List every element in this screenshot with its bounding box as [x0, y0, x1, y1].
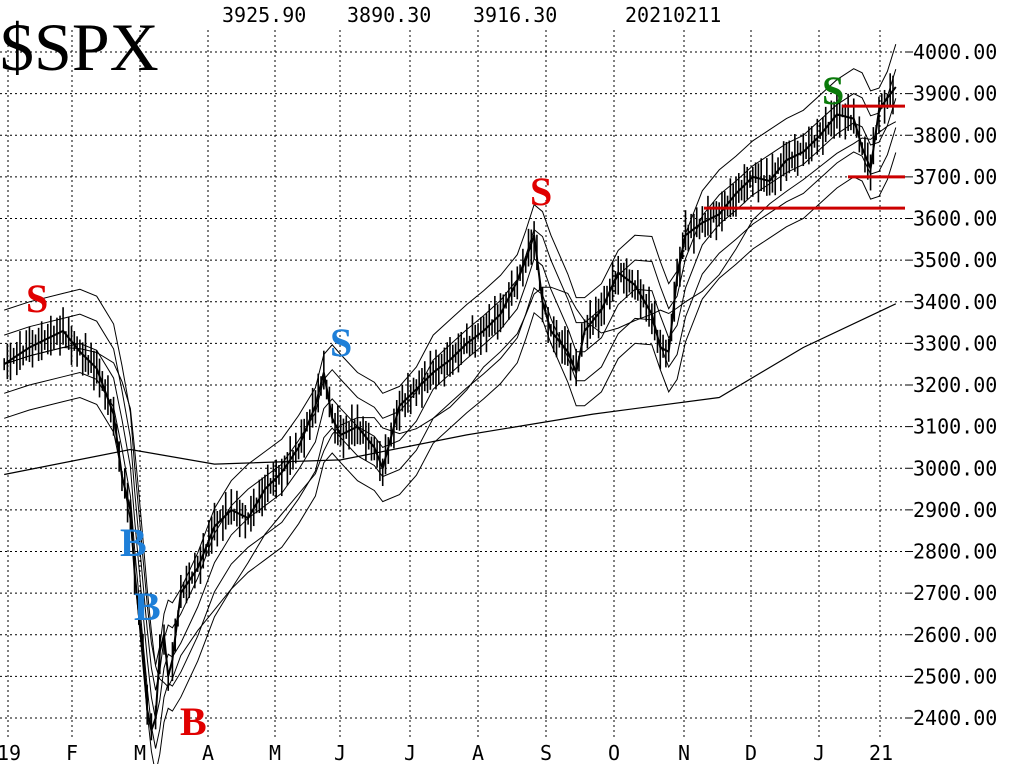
header-close: 3916.30 — [473, 3, 557, 27]
x-tick-label: D — [745, 741, 757, 764]
y-tick-label: 3900.00 — [913, 82, 997, 106]
signal-label: S — [330, 320, 352, 365]
price-bars — [3, 73, 897, 741]
signal-label: B — [134, 584, 161, 629]
signal-label: S — [822, 68, 844, 113]
bollinger-band-line — [4, 69, 897, 691]
x-axis-labels: 19 F M A M J J A S O N D J 21 — [0, 741, 893, 764]
x-tick-label: 19 — [0, 741, 21, 764]
y-tick-label: 4000.00 — [913, 40, 997, 64]
bollinger-bands — [4, 44, 897, 764]
y-tick-label: 2400.00 — [913, 706, 997, 730]
ma-long-line — [4, 121, 897, 688]
y-tick-label: 3100.00 — [913, 415, 997, 439]
y-tick-label: 2600.00 — [913, 623, 997, 647]
chart-symbol-title: $SPX — [0, 9, 159, 85]
y-tick-label: 2900.00 — [913, 498, 997, 522]
signal-label: S — [530, 169, 552, 214]
y-tick-label: 3200.00 — [913, 373, 997, 397]
x-tick-label: M — [269, 741, 281, 764]
x-tick-label: J — [813, 741, 825, 764]
ma-200-line — [4, 303, 897, 476]
bollinger-band-line — [4, 152, 897, 764]
y-tick-label: 3600.00 — [913, 207, 997, 231]
y-tick-label: 2500.00 — [913, 664, 997, 688]
header-low: 3890.30 — [347, 3, 431, 27]
x-tick-label: 21 — [869, 741, 893, 764]
y-tick-label: 2700.00 — [913, 581, 997, 605]
y-tick-label: 3700.00 — [913, 165, 997, 189]
header-high: 3925.90 — [222, 3, 306, 27]
y-tick-label: 2800.00 — [913, 540, 997, 564]
bollinger-band-line — [4, 44, 897, 666]
support-resistance-lines — [704, 104, 905, 210]
signal-label: S — [26, 276, 48, 321]
x-tick-label: F — [66, 741, 78, 764]
price-line — [3, 86, 897, 735]
header-date: 20210211 — [625, 3, 721, 27]
y-tick-label: 3500.00 — [913, 248, 997, 272]
moving-average-lines — [4, 98, 897, 720]
y-tick-label: 3400.00 — [913, 290, 997, 314]
y-tick-label: 3000.00 — [913, 456, 997, 480]
ma-short-line — [4, 98, 897, 720]
x-tick-label: M — [134, 741, 146, 764]
signal-label: B — [120, 520, 147, 565]
signal-label: B — [180, 699, 207, 744]
x-tick-label: J — [404, 741, 416, 764]
x-tick-label: O — [608, 741, 620, 764]
x-tick-label: S — [540, 741, 552, 764]
x-tick-label: A — [472, 741, 484, 764]
y-tick-label: 3800.00 — [913, 123, 997, 147]
x-tick-label: A — [202, 741, 214, 764]
x-tick-label: J — [334, 741, 346, 764]
y-tick-label: 3300.00 — [913, 331, 997, 355]
x-tick-label: N — [678, 741, 690, 764]
chart-grid — [0, 30, 913, 740]
y-axis-labels: 4000.00 3900.00 3800.00 3700.00 3600.00 3500.… — [913, 40, 997, 730]
